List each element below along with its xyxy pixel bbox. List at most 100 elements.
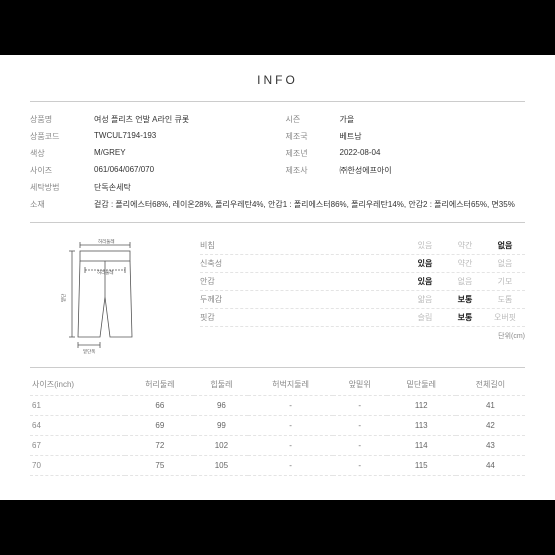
attr-option: 없음 [445, 276, 485, 287]
table-row: 616696--11241 [30, 396, 525, 416]
table-cell: 44 [456, 456, 525, 476]
table-cell: 42 [456, 416, 525, 436]
spec-value: 겉감 : 폴리에스터68%, 레이온28%, 폴리우레탄4%, 안감1 : 폴리… [94, 199, 525, 210]
diagram-label-waist: 허리둘레 [98, 238, 115, 245]
table-cell: 99 [194, 416, 248, 436]
attr-option: 없음 [485, 240, 525, 251]
attr-option: 보통 [445, 294, 485, 305]
table-header: 앞밑위 [333, 374, 387, 396]
spec-value [340, 182, 526, 193]
spec-value: 061/064/067/070 [94, 165, 280, 176]
spec-label: 색상 [30, 148, 88, 159]
spec-value: TWCUL7194-193 [94, 131, 280, 142]
spec-value: 2022-08-04 [340, 148, 526, 159]
attr-row: 두께감얇음보통도톰 [200, 291, 525, 309]
table-cell: 61 [30, 396, 125, 416]
divider [30, 222, 525, 223]
spec-label: 제조사 [286, 165, 334, 176]
page-title: INFO [30, 73, 525, 87]
table-cell: 114 [387, 436, 456, 456]
table-cell: 112 [387, 396, 456, 416]
divider [30, 101, 525, 102]
attr-option: 없음 [485, 258, 525, 269]
spec-label: 시즌 [286, 114, 334, 125]
table-cell: - [248, 416, 332, 436]
table-cell: - [248, 456, 332, 476]
attr-option: 오버핏 [485, 312, 525, 323]
spec-label: 제조국 [286, 131, 334, 142]
spec-label: 소재 [30, 199, 88, 210]
attr-label: 핏감 [200, 312, 405, 323]
attr-option: 얇음 [405, 294, 445, 305]
diagram-label-hip: 밑단 [60, 294, 66, 302]
spec-value: 여성 플리츠 언발 A라인 큐롯 [94, 114, 280, 125]
table-cell: 43 [456, 436, 525, 456]
table-cell: 69 [125, 416, 194, 436]
table-header: 사이즈(inch) [30, 374, 125, 396]
table-cell: 105 [194, 456, 248, 476]
table-cell: 66 [125, 396, 194, 416]
info-card: INFO 상품명여성 플리츠 언발 A라인 큐롯시즌가을상품코드TWCUL719… [0, 55, 555, 500]
attr-label: 비침 [200, 240, 405, 251]
divider [30, 367, 525, 368]
spec-label: 상품명 [30, 114, 88, 125]
spec-label: 세탁방법 [30, 182, 88, 193]
table-cell: 67 [30, 436, 125, 456]
table-header: 전체길이 [456, 374, 525, 396]
attr-row: 핏감슬림보통오버핏 [200, 309, 525, 327]
attribute-table: 비침있음약간없음신축성있음약간없음안감있음없음기모두께감얇음보통도톰핏감슬림보통… [200, 237, 525, 341]
attr-label: 두께감 [200, 294, 405, 305]
table-row: 6772102--11443 [30, 436, 525, 456]
table-cell: 113 [387, 416, 456, 436]
table-cell: 115 [387, 456, 456, 476]
table-cell: - [333, 456, 387, 476]
table-cell: 64 [30, 416, 125, 436]
attr-row: 비침있음약간없음 [200, 237, 525, 255]
spec-value: ㈜한성에프아이 [340, 165, 526, 176]
spec-label [286, 182, 334, 193]
attr-row: 안감있음없음기모 [200, 273, 525, 291]
table-row: 646999--11342 [30, 416, 525, 436]
spec-label: 사이즈 [30, 165, 88, 176]
attr-option: 약간 [445, 240, 485, 251]
table-header: 밑단둘레 [387, 374, 456, 396]
table-cell: 70 [30, 456, 125, 476]
attr-option: 있음 [405, 240, 445, 251]
table-cell: 96 [194, 396, 248, 416]
table-header-row: 사이즈(inch)허리둘레힙둘레허벅지둘레앞밑위밑단둘레전체길이 [30, 374, 525, 396]
attr-option: 있음 [405, 258, 445, 269]
diagram-label-waistbelow: 허리둘레 [97, 269, 114, 276]
attr-option: 보통 [445, 312, 485, 323]
spec-value: 베트남 [340, 131, 526, 142]
table-cell: - [248, 436, 332, 456]
table-cell: - [333, 416, 387, 436]
size-table: 사이즈(inch)허리둘레힙둘레허벅지둘레앞밑위밑단둘레전체길이616696--… [30, 374, 525, 476]
table-cell: - [333, 396, 387, 416]
attr-label: 안감 [200, 276, 405, 287]
table-header: 허리둘레 [125, 374, 194, 396]
table-cell: 41 [456, 396, 525, 416]
table-header: 힙둘레 [194, 374, 248, 396]
attr-label: 신축성 [200, 258, 405, 269]
unit-label: 단위(cm) [200, 331, 525, 341]
table-header: 허벅지둘레 [248, 374, 332, 396]
table-cell: 75 [125, 456, 194, 476]
attr-option: 슬림 [405, 312, 445, 323]
spec-grid: 상품명여성 플리츠 언발 A라인 큐롯시즌가을상품코드TWCUL7194-193… [30, 106, 525, 218]
attr-option: 약간 [445, 258, 485, 269]
attr-option: 기모 [485, 276, 525, 287]
mid-section: 허리둘레 허리둘레 밑단 밑단폭 비침있음약간없음신축성있음약간없음안감있음없음… [30, 227, 525, 363]
attr-row: 신축성있음약간없음 [200, 255, 525, 273]
spec-label: 제조년 [286, 148, 334, 159]
table-cell: 102 [194, 436, 248, 456]
table-row: 7075105--11544 [30, 456, 525, 476]
attr-option: 있음 [405, 276, 445, 287]
spec-value: 단독손세탁 [94, 182, 280, 193]
spec-label: 상품코드 [30, 131, 88, 142]
spec-value: M/GREY [94, 148, 280, 159]
table-cell: - [333, 436, 387, 456]
diagram-label-bottom: 밑단폭 [83, 348, 95, 355]
pants-diagram: 허리둘레 허리둘레 밑단 밑단폭 [30, 237, 180, 357]
attr-option: 도톰 [485, 294, 525, 305]
table-cell: 72 [125, 436, 194, 456]
